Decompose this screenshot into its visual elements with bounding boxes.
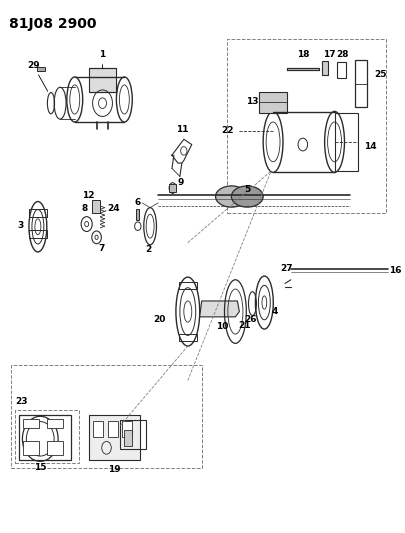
Bar [29,209,47,217]
Bar [23,419,39,428]
Text: 23: 23 [15,397,28,406]
Polygon shape [200,301,239,317]
Bar [120,420,146,449]
Bar [47,419,63,428]
Bar [335,113,358,171]
Text: 27: 27 [280,264,292,273]
Text: 9: 9 [177,178,184,187]
Text: 5: 5 [244,185,250,194]
Bar [108,421,117,437]
Text: 13: 13 [246,96,258,106]
Text: 6: 6 [135,198,141,207]
Text: 11: 11 [176,125,188,134]
Text: 16: 16 [389,266,402,275]
Bar [89,415,140,460]
Bar [29,230,47,238]
Bar [122,421,132,437]
Text: 81J08 2900: 81J08 2900 [9,17,97,31]
Text: 20: 20 [153,315,166,324]
Text: 22: 22 [221,126,233,135]
Text: 29: 29 [27,61,48,91]
Text: 24: 24 [108,204,120,213]
Bar [37,67,45,71]
Text: 17: 17 [324,50,336,59]
Bar [89,68,116,92]
Text: 1: 1 [99,50,106,69]
Text: 10: 10 [217,322,229,331]
Bar [15,410,79,463]
Bar [94,421,103,437]
Bar [179,282,196,289]
Text: 12: 12 [81,191,94,200]
Bar [19,415,71,460]
Text: 2: 2 [145,245,151,254]
Bar [124,430,132,446]
Text: 8: 8 [81,205,88,214]
Bar [92,200,100,214]
Bar [259,92,287,113]
Text: 19: 19 [108,465,121,474]
Text: 18: 18 [296,50,309,59]
Text: 15: 15 [34,463,47,472]
Text: 7: 7 [98,244,105,253]
Text: 4: 4 [271,307,277,316]
Bar [355,60,367,108]
Text: 3: 3 [17,221,23,230]
Bar [337,62,346,78]
Ellipse shape [231,186,263,207]
Bar [47,441,63,455]
Text: 21: 21 [239,320,251,329]
Bar [228,38,386,214]
Text: 28: 28 [336,50,349,59]
Text: 25: 25 [374,70,387,79]
Text: 14: 14 [364,142,377,151]
Bar [136,209,139,220]
Bar [322,61,328,75]
Ellipse shape [215,186,247,207]
Bar [23,441,39,455]
Bar [179,334,196,341]
Text: 26: 26 [244,316,257,324]
Polygon shape [287,68,319,70]
Bar [169,184,176,192]
Bar [11,365,202,468]
